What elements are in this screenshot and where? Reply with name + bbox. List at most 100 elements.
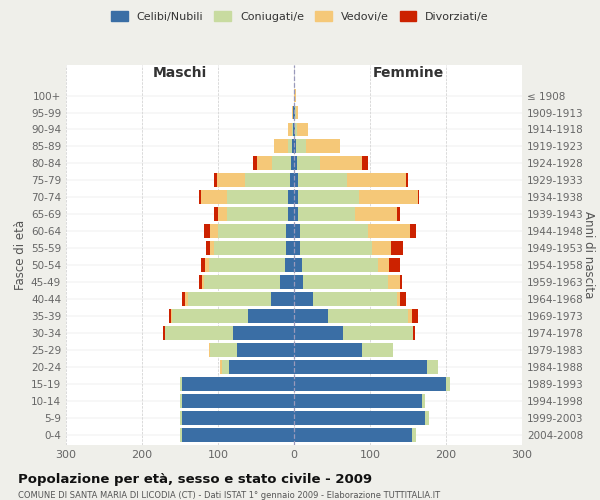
Bar bbox=[328, 309, 408, 323]
Bar bbox=[257, 156, 272, 170]
Bar bbox=[205, 258, 209, 272]
Bar bbox=[425, 411, 428, 425]
Bar bbox=[217, 174, 245, 188]
Bar bbox=[248, 309, 294, 323]
Bar bbox=[180, 411, 182, 425]
Bar bbox=[202, 275, 205, 289]
Bar bbox=[288, 208, 294, 221]
Bar bbox=[294, 309, 328, 323]
Bar bbox=[272, 156, 291, 170]
Bar bbox=[406, 174, 408, 188]
Bar bbox=[294, 190, 298, 204]
Bar bbox=[389, 258, 400, 272]
Bar bbox=[286, 242, 294, 255]
Bar bbox=[209, 258, 285, 272]
Bar bbox=[222, 360, 229, 374]
Bar bbox=[400, 275, 402, 289]
Bar bbox=[165, 326, 233, 340]
Bar bbox=[171, 309, 172, 323]
Bar bbox=[182, 377, 294, 391]
Bar bbox=[214, 174, 217, 188]
Bar bbox=[201, 258, 205, 272]
Bar bbox=[298, 208, 355, 221]
Bar bbox=[286, 224, 294, 238]
Bar bbox=[362, 156, 368, 170]
Bar bbox=[397, 208, 400, 221]
Bar bbox=[300, 242, 372, 255]
Bar bbox=[362, 343, 393, 357]
Bar bbox=[295, 106, 296, 120]
Bar bbox=[413, 326, 415, 340]
Bar bbox=[418, 190, 419, 204]
Bar bbox=[271, 292, 294, 306]
Bar bbox=[169, 309, 171, 323]
Bar bbox=[214, 208, 218, 221]
Bar bbox=[295, 122, 297, 136]
Bar bbox=[347, 174, 406, 188]
Bar bbox=[233, 326, 294, 340]
Bar bbox=[368, 224, 410, 238]
Bar bbox=[298, 190, 359, 204]
Bar bbox=[294, 360, 427, 374]
Bar bbox=[294, 275, 303, 289]
Bar bbox=[180, 394, 182, 408]
Bar bbox=[288, 140, 292, 153]
Bar bbox=[211, 224, 218, 238]
Bar bbox=[237, 343, 294, 357]
Y-axis label: Fasce di età: Fasce di età bbox=[14, 220, 27, 290]
Bar bbox=[182, 428, 294, 442]
Bar bbox=[343, 326, 413, 340]
Bar bbox=[253, 156, 257, 170]
Bar bbox=[294, 174, 298, 188]
Text: COMUNE DI SANTA MARIA DI LICODIA (CT) - Dati ISTAT 1° gennaio 2009 - Elaborazion: COMUNE DI SANTA MARIA DI LICODIA (CT) - … bbox=[18, 491, 440, 500]
Text: Femmine: Femmine bbox=[373, 66, 443, 80]
Bar bbox=[294, 428, 412, 442]
Bar bbox=[372, 242, 391, 255]
Bar bbox=[205, 275, 280, 289]
Bar bbox=[427, 360, 437, 374]
Bar bbox=[303, 275, 388, 289]
Bar bbox=[290, 174, 294, 188]
Bar bbox=[292, 106, 293, 120]
Bar bbox=[294, 394, 422, 408]
Bar bbox=[229, 360, 294, 374]
Bar bbox=[293, 106, 294, 120]
Bar bbox=[377, 258, 389, 272]
Bar bbox=[285, 258, 294, 272]
Bar bbox=[410, 224, 416, 238]
Bar bbox=[294, 343, 362, 357]
Bar bbox=[408, 309, 412, 323]
Bar bbox=[199, 190, 200, 204]
Bar bbox=[313, 292, 397, 306]
Bar bbox=[320, 156, 362, 170]
Bar bbox=[182, 292, 185, 306]
Text: Maschi: Maschi bbox=[153, 66, 207, 80]
Bar bbox=[291, 156, 294, 170]
Bar bbox=[388, 275, 400, 289]
Bar bbox=[359, 190, 418, 204]
Bar bbox=[300, 224, 368, 238]
Bar bbox=[206, 242, 211, 255]
Bar bbox=[182, 411, 294, 425]
Bar bbox=[391, 242, 403, 255]
Bar bbox=[220, 360, 222, 374]
Bar bbox=[400, 292, 406, 306]
Bar bbox=[292, 122, 293, 136]
Bar bbox=[294, 224, 300, 238]
Bar bbox=[294, 106, 295, 120]
Bar bbox=[205, 224, 211, 238]
Bar bbox=[214, 242, 286, 255]
Bar bbox=[288, 190, 294, 204]
Bar bbox=[412, 309, 418, 323]
Bar bbox=[355, 208, 397, 221]
Bar bbox=[293, 122, 294, 136]
Bar bbox=[218, 224, 286, 238]
Bar bbox=[200, 190, 227, 204]
Bar bbox=[294, 156, 297, 170]
Bar bbox=[446, 377, 450, 391]
Bar bbox=[294, 377, 446, 391]
Bar bbox=[227, 208, 288, 221]
Bar bbox=[209, 343, 211, 357]
Bar bbox=[297, 122, 308, 136]
Bar bbox=[199, 275, 202, 289]
